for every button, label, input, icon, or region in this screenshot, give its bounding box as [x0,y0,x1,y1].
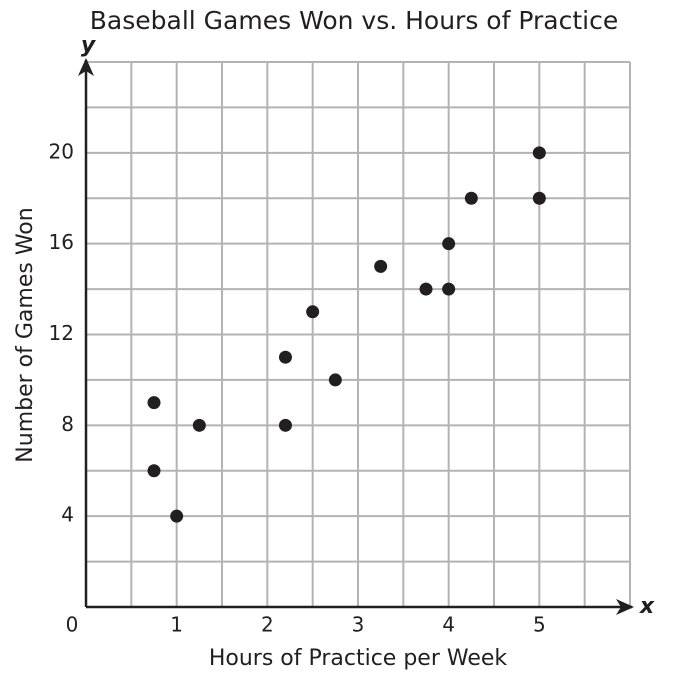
point [278,350,292,364]
x-tick-label: 1 [170,613,183,637]
point [192,418,206,432]
point [147,396,161,410]
y-tick-label: 4 [61,503,74,527]
point [374,259,388,273]
point [170,509,184,523]
x-axis-name: x [639,594,655,619]
chart-title: Baseball Games Won vs. Hours of Practice [90,6,618,35]
x-axis-label: Hours of Practice per Week [209,646,508,671]
point [532,191,546,205]
x-tick-label: 4 [442,613,455,637]
x-tick-label: 0 [66,613,79,637]
point [442,282,456,296]
point [419,282,433,296]
y-arrow [78,58,94,76]
y-tick-label: 20 [49,139,74,163]
y-axis-name: y [81,33,97,58]
point [464,191,478,205]
point [442,237,456,251]
y-axis-label: Number of Games Won [13,207,38,462]
x-tick-label: 5 [533,613,546,637]
y-tick-label: 8 [61,412,74,436]
point [306,305,320,319]
point [532,146,546,160]
x-tick-label: 2 [261,613,274,637]
point [328,373,342,387]
x-arrow [616,599,634,615]
y-tick-label: 12 [49,321,74,345]
x-tick-label: 3 [352,613,365,637]
y-tick-label: 16 [49,230,74,254]
point [147,464,161,478]
point [278,418,292,432]
